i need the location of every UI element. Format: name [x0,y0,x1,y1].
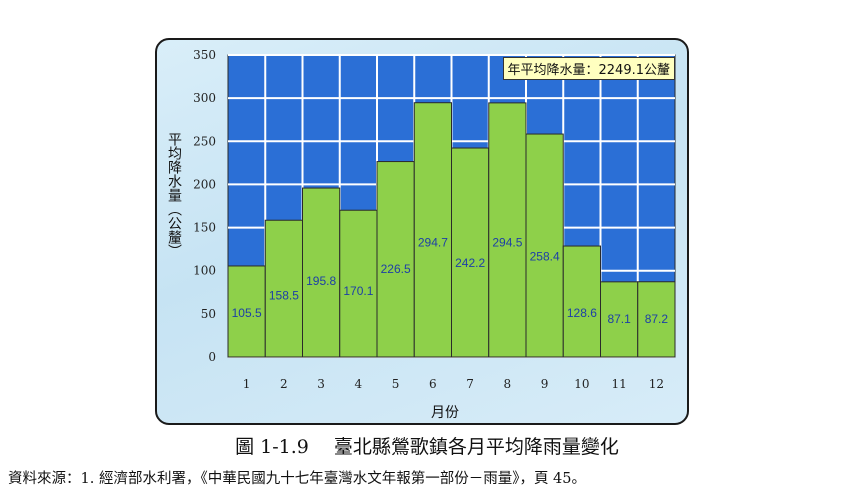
x-tick-label: 2 [280,377,288,391]
bar [227,265,266,358]
figure-caption: 圖 1-1.9 臺北縣鶯歌鎮各月平均降雨量變化 [235,436,619,458]
data-label: 87.1 [607,312,631,326]
x-tick-label: 11 [611,377,626,391]
x-tick-label: 10 [574,377,589,391]
data-label: 105.5 [232,306,262,320]
y-tick-label: 150 [193,221,216,235]
x-tick-label: 6 [429,377,437,391]
x-axis: 1 2 3 4 5 6 7 8 9 10 11 12 [243,377,664,391]
data-label: 170.1 [343,284,373,298]
x-tick-label: 5 [392,377,400,391]
x-tick-label: 1 [243,377,251,391]
y-tick-label: 250 [193,134,216,148]
annual-rainfall-label: 年平均降水量：2249.1公釐 [502,57,675,80]
bar [525,133,564,358]
data-label: 87.2 [645,312,669,326]
data-labels: 105.5 158.5 195.8 170.1 226.5 294.7 242.2 294.5… [232,236,669,326]
data-label: 294.5 [492,236,522,250]
bar-chart: 105.5 158.5 195.8 170.1 226.5 294.7 242.2 294.5… [193,48,676,391]
data-label: 258.4 [530,250,560,264]
data-label: 195.8 [306,274,336,288]
bar [451,147,490,358]
x-tick-label: 8 [504,377,512,391]
x-tick-label: 12 [649,377,664,391]
x-tick-label: 7 [466,377,474,391]
bars [227,102,676,358]
y-axis-label: 平均降水量（公釐） [166,132,182,258]
chart-frame: 105.5 158.5 195.8 170.1 226.5 294.7 242.2 294.5… [155,38,689,425]
data-label: 158.5 [269,288,299,302]
y-tick-label: 350 [193,48,216,62]
bar [562,245,601,358]
x-axis-label: 月份 [431,405,459,421]
bar [339,209,378,358]
y-tick-label: 50 [201,307,216,321]
bar [488,102,527,358]
y-tick-label: 100 [193,264,216,278]
data-label: 294.7 [418,236,448,250]
bar [264,219,303,358]
bar [413,102,452,358]
bar [376,161,415,358]
bar [302,187,341,358]
y-tick-label: 0 [208,350,216,364]
bar [637,281,676,358]
x-tick-label: 9 [541,377,549,391]
data-label: 226.5 [381,262,411,276]
data-label: 242.2 [455,256,485,270]
x-tick-label: 3 [317,377,325,391]
x-tick-label: 4 [355,377,363,391]
source-note: 資料來源：1. 經濟部水利署，《中華民國九十七年臺灣水文年報第一部份－雨量》，頁… [8,471,586,487]
data-label: 128.6 [567,306,597,320]
y-axis: 0 50 100 150 200 250 300 350 [193,48,216,364]
y-tick-label: 300 [193,91,216,105]
y-tick-label: 200 [193,177,216,191]
